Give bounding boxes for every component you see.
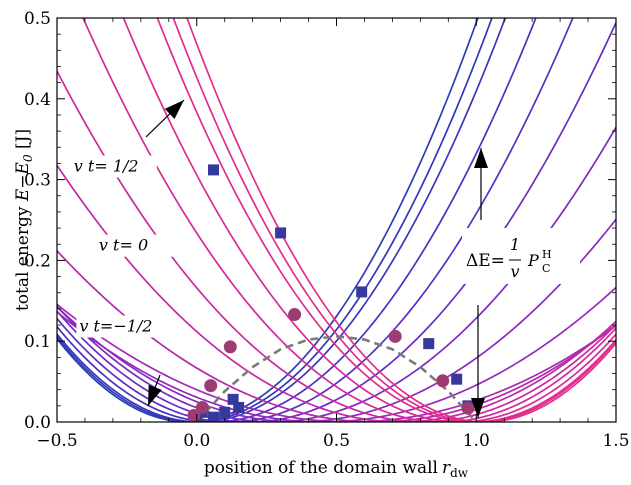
circle-point-6 <box>436 374 450 388</box>
x-title-var: r <box>442 458 451 478</box>
energy-curve-16 <box>172 18 616 422</box>
energy-curve-15 <box>156 18 616 422</box>
energy-curve-0 <box>57 18 479 422</box>
energy-curve-5 <box>57 20 616 422</box>
square-point-3 <box>219 406 231 418</box>
delta-e-formula: ΔE= 1 v P H C <box>462 228 580 284</box>
x-tick-label-2: 0.5 <box>323 431 350 451</box>
circle-point-1 <box>195 400 209 414</box>
x-title-sub: dw <box>450 466 469 480</box>
arrow-delta-down-head <box>471 398 485 418</box>
y-title-sub: 0 <box>21 154 35 162</box>
arrow-delta-up-head <box>474 148 488 168</box>
y-tick-label-1: 0.1 <box>24 332 51 352</box>
delta-e-numerator: 1 <box>510 235 520 254</box>
delta-e-box <box>462 228 580 284</box>
circle-point-4 <box>288 308 302 322</box>
energy-curve-17 <box>186 18 616 422</box>
y-tick-label-0: 0.0 <box>24 413 51 433</box>
x-tick-label-3: 1.0 <box>463 431 490 451</box>
x-tick-label-0: −0.5 <box>36 431 77 451</box>
y-tick-label-5: 0.5 <box>24 9 51 29</box>
curves-layer <box>57 18 616 422</box>
arrow-vt-neg-half-head <box>148 384 162 406</box>
square-point-6 <box>208 164 220 176</box>
annotation-bg-2 <box>76 315 163 338</box>
energy-curve-2 <box>57 18 507 422</box>
y-tick-label-4: 0.4 <box>24 90 51 110</box>
x-title-main: position of the domain wall <box>204 458 438 478</box>
dashed-barrier-curve <box>195 335 478 422</box>
y-axis-title: total energy E−E0 [J] <box>13 129 35 311</box>
energy-curve-13 <box>82 18 616 422</box>
delta-e-p-sub: C <box>542 262 550 275</box>
circle-point-2 <box>204 379 218 393</box>
arrows-layer <box>145 99 488 418</box>
circle-point-3 <box>223 340 237 354</box>
annotation-0: v t= 1/2 <box>74 157 139 176</box>
square-point-4 <box>227 393 239 405</box>
square-point-10 <box>451 373 463 385</box>
annotation-bg-0 <box>70 155 157 178</box>
y-tick-label-2: 0.2 <box>24 251 51 271</box>
arrow-vt-half-head <box>164 100 184 119</box>
square-point-2 <box>208 411 220 422</box>
energy-curve-14 <box>122 18 616 422</box>
annotation-1: v t= 0 <box>99 236 148 255</box>
x-tick-label-1: 0.0 <box>183 431 210 451</box>
annotations-layer: v t= 1/2 v t= 0 v t=−1/2 <box>70 155 182 338</box>
energy-curve-1 <box>57 18 493 422</box>
delta-e-p-sup: H <box>542 248 552 261</box>
energy-curve-3 <box>57 18 537 422</box>
delta-e-prefix: ΔE= <box>466 251 505 271</box>
circle-point-5 <box>388 329 402 343</box>
y-title-unit: [J] <box>13 129 33 154</box>
points-layer <box>187 164 475 422</box>
delta-e-p: P <box>527 251 539 270</box>
square-point-8 <box>356 286 368 298</box>
square-point-5 <box>233 401 245 413</box>
annotation-2: v t=−1/2 <box>79 317 152 336</box>
y-title-expr: E−E <box>13 161 33 202</box>
energy-curve-12 <box>57 69 616 422</box>
x-axis-title: position of the domain wall rdw <box>204 458 469 480</box>
circle-point-7 <box>461 401 475 415</box>
ticks-layer: −0.5 0.0 0.5 1.0 1.50.00.10.20.30.40.5 <box>24 9 630 451</box>
y-tick-label-3: 0.3 <box>24 171 51 191</box>
square-point-9 <box>423 338 435 350</box>
x-tick-label-4: 1.5 <box>602 431 629 451</box>
energy-curve-4 <box>57 18 574 422</box>
energy-curve-11 <box>57 163 616 422</box>
annotation-bg-1 <box>95 234 182 257</box>
delta-e-denominator: v <box>510 262 519 281</box>
square-point-7 <box>275 227 287 239</box>
y-title-main: total energy <box>13 201 33 311</box>
